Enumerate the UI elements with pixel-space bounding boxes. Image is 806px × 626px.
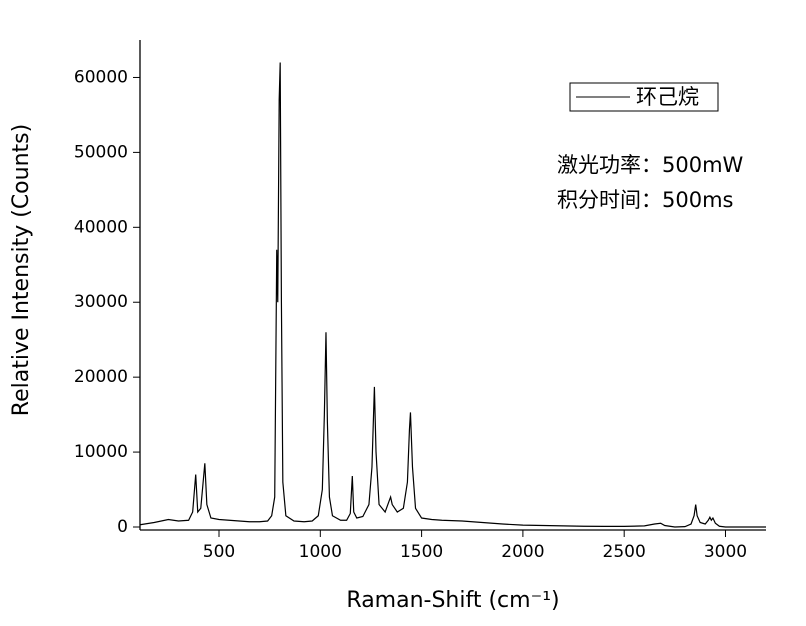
x-tick-label: 500 <box>203 542 235 562</box>
y-tick-label: 50000 <box>74 142 128 162</box>
y-tick-label: 10000 <box>74 442 128 462</box>
y-tick-label: 60000 <box>74 67 128 87</box>
spectrum-line <box>139 62 766 528</box>
annotation: 激光功率：500mW <box>557 153 744 177</box>
x-tick-label: 2000 <box>501 542 544 562</box>
y-tick-label: 40000 <box>74 217 128 237</box>
annotation: 积分时间：500ms <box>557 188 733 212</box>
legend-label: 环己烷 <box>636 85 699 109</box>
x-axis-label: Raman-Shift (cm⁻¹) <box>346 588 559 613</box>
x-tick-label: 1000 <box>299 542 342 562</box>
y-axis-label: Relative Intensity (Counts) <box>9 124 34 416</box>
y-tick-label: 20000 <box>74 367 128 387</box>
y-tick-label: 30000 <box>74 292 128 312</box>
x-tick-label: 2500 <box>603 542 646 562</box>
x-tick-label: 3000 <box>704 542 747 562</box>
y-tick-label: 0 <box>117 517 128 537</box>
x-tick-label: 1500 <box>400 542 443 562</box>
